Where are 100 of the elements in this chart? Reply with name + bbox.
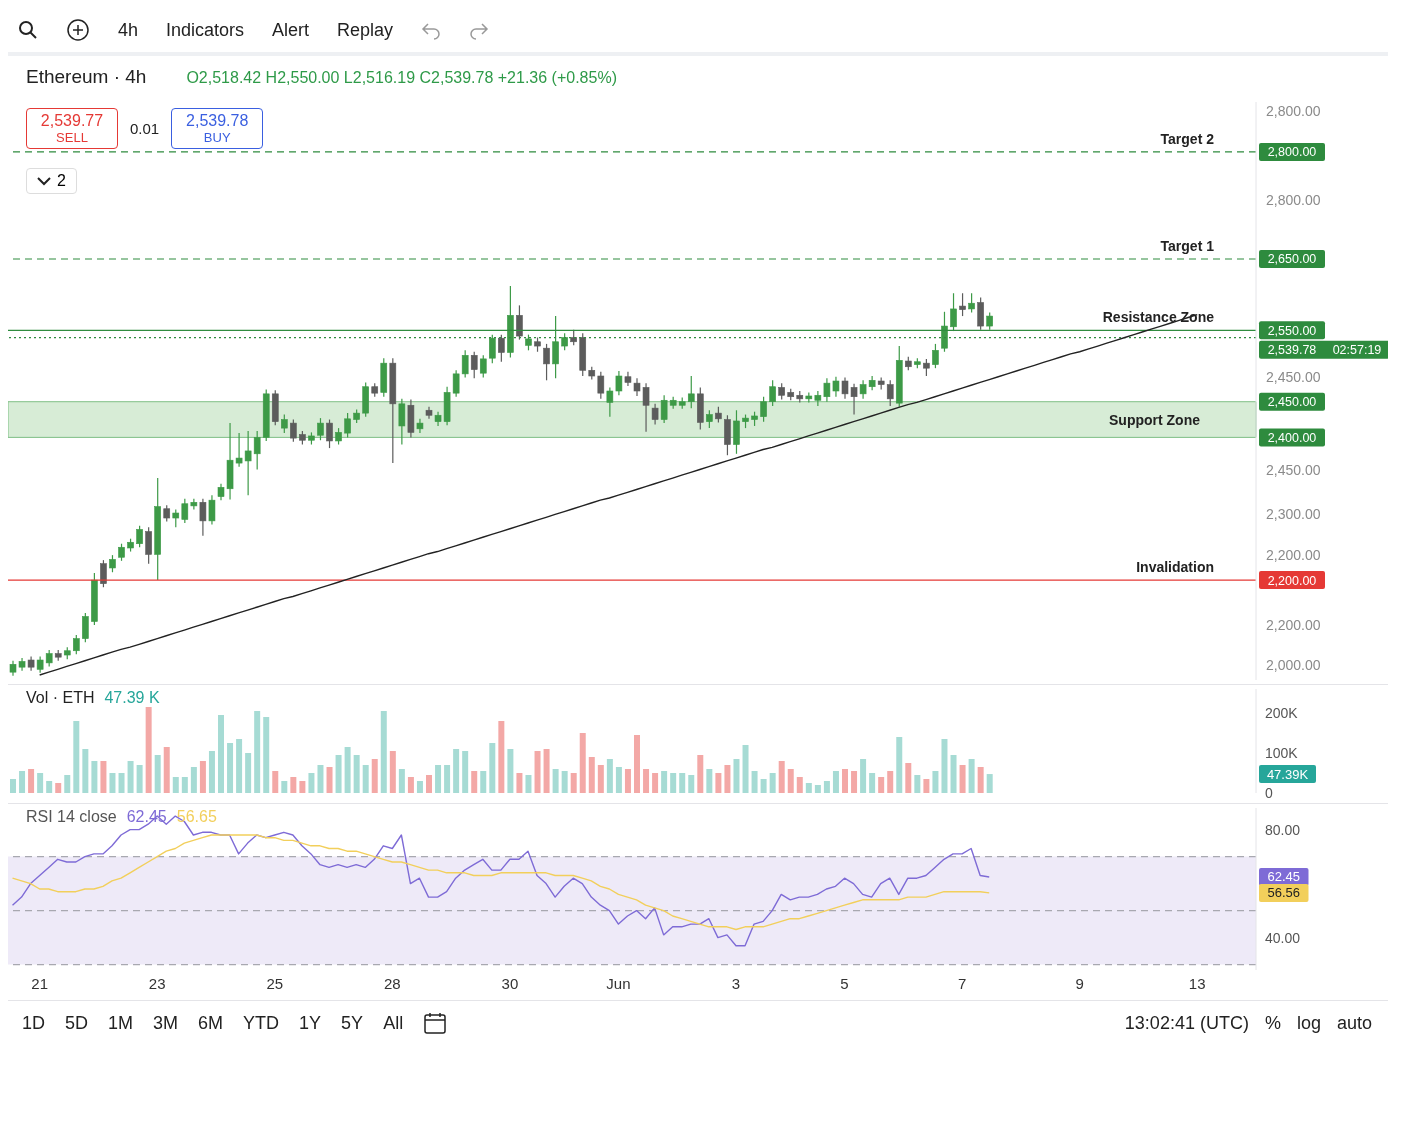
bar xyxy=(534,751,541,793)
bar xyxy=(869,773,876,793)
candlestick xyxy=(208,494,216,526)
candlestick xyxy=(687,375,695,409)
bar xyxy=(55,783,62,793)
annotation: 0.01 xyxy=(130,120,160,137)
x-tick-label: 9 xyxy=(1075,974,1084,992)
bar xyxy=(480,771,487,793)
candlestick xyxy=(181,498,189,524)
y-tick-label: 40.00 xyxy=(1265,929,1301,946)
candlestick xyxy=(281,413,288,434)
bar xyxy=(751,771,758,793)
bar xyxy=(679,773,686,793)
bar xyxy=(272,771,279,793)
bar xyxy=(281,781,288,793)
candlestick xyxy=(950,292,957,332)
text: YTD xyxy=(243,1012,280,1034)
x-tick-label: 25 xyxy=(266,974,284,992)
bar xyxy=(860,759,867,793)
bar xyxy=(64,775,71,793)
bar xyxy=(887,771,894,793)
bar xyxy=(715,773,722,793)
bar xyxy=(489,743,496,793)
bar xyxy=(344,747,351,793)
x-tick-label: 21 xyxy=(31,974,48,992)
bar xyxy=(706,769,713,793)
y-tick-label: 100K xyxy=(1265,745,1299,761)
text: 3M xyxy=(153,1012,179,1034)
bar xyxy=(579,733,586,793)
bar xyxy=(208,751,215,793)
bar xyxy=(733,759,740,793)
ref-line-label: 2,539.78 xyxy=(1267,343,1317,358)
bar xyxy=(416,781,423,793)
ref-line-label: Resistance Zone xyxy=(1102,309,1215,326)
bar xyxy=(326,767,333,793)
text: 5D xyxy=(65,1012,89,1034)
candlestick xyxy=(100,559,107,588)
candlestick xyxy=(552,315,559,379)
candlestick xyxy=(479,354,487,379)
bar xyxy=(190,767,197,793)
bar xyxy=(516,773,523,793)
chart-subtitle: O2,518.42 H2,550.00 L2,516.19 C2,539.78 +21.36 (+0.85%) xyxy=(186,69,617,86)
bar xyxy=(100,761,107,793)
ref-line-label: Invalidation xyxy=(1136,559,1214,576)
bar xyxy=(896,737,903,793)
text: % xyxy=(1264,1012,1281,1034)
bar xyxy=(570,773,577,793)
bar xyxy=(561,771,568,793)
bar xyxy=(832,771,839,793)
bar xyxy=(462,751,469,793)
text: 1M xyxy=(108,1012,134,1034)
bar xyxy=(624,769,631,793)
bar xyxy=(453,749,460,793)
candlestick xyxy=(199,498,207,537)
bar xyxy=(371,759,378,793)
text: 4h xyxy=(118,19,139,41)
bar xyxy=(471,771,478,793)
bar xyxy=(606,759,613,793)
bar xyxy=(19,771,26,793)
candlestick xyxy=(660,394,668,424)
annotation: 2,539.77 xyxy=(39,112,105,130)
x-tick-label: 13 xyxy=(1188,974,1206,992)
y-tick-label: 2,450.00 xyxy=(1267,395,1317,410)
candlestick xyxy=(543,343,550,381)
bar xyxy=(878,777,885,793)
annotation: 56.65 xyxy=(176,808,217,825)
candlestick xyxy=(941,311,948,353)
bar xyxy=(10,779,16,793)
bar xyxy=(923,779,930,793)
bar xyxy=(398,769,405,793)
bar xyxy=(245,753,252,793)
bar xyxy=(172,777,179,793)
bar xyxy=(977,767,984,793)
candlestick xyxy=(398,398,406,446)
bar xyxy=(199,761,206,793)
candlestick xyxy=(461,349,469,379)
candlestick xyxy=(489,334,496,364)
bar xyxy=(308,773,315,793)
bar xyxy=(814,785,821,793)
y-tick-label: 62.45 xyxy=(1267,869,1301,885)
bar xyxy=(959,765,966,793)
candlestick xyxy=(769,379,776,407)
annotation: 2 xyxy=(57,172,66,190)
bar xyxy=(787,769,794,793)
candlestick xyxy=(326,418,333,449)
bar xyxy=(435,765,442,793)
bar xyxy=(968,759,975,793)
x-tick-label: 28 xyxy=(384,974,401,992)
candlestick xyxy=(290,418,297,443)
bar xyxy=(661,771,668,793)
annotation: 62.45 xyxy=(126,808,167,825)
y-tick-label: 2,200.00 xyxy=(1267,573,1317,588)
bar xyxy=(335,755,342,793)
bar xyxy=(163,747,170,793)
text: 6M xyxy=(198,1012,224,1034)
bar xyxy=(145,707,152,793)
text: Replay xyxy=(337,19,394,41)
bar xyxy=(218,715,224,793)
text: log xyxy=(1296,1012,1321,1034)
text: 2,000.00 xyxy=(1266,655,1321,674)
